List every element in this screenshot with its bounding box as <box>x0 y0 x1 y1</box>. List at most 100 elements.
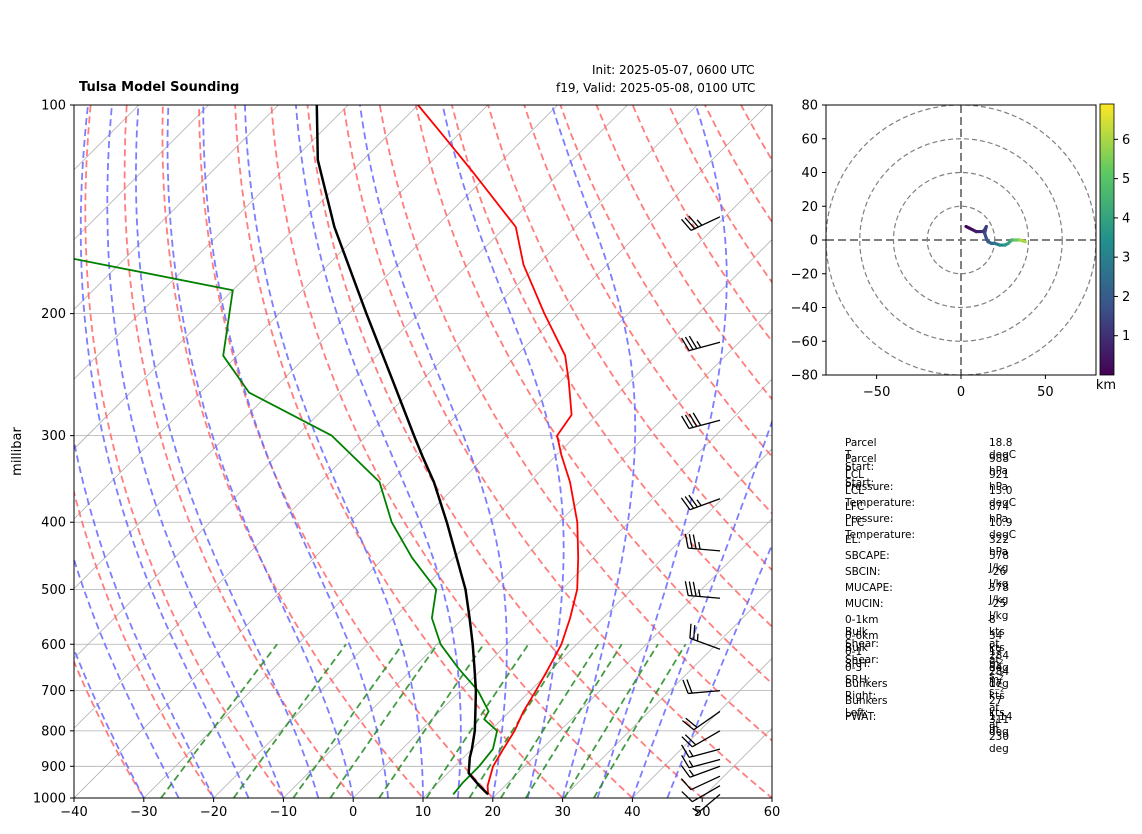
colorbar-tick-label: 2 <box>1122 290 1130 305</box>
x-tick-label: 10 <box>415 805 432 820</box>
temperature-line <box>417 105 580 795</box>
isotherm-line <box>562 588 772 798</box>
hodo-x-tick-label: −50 <box>863 385 890 400</box>
wind-barb <box>680 215 721 231</box>
dry-adiabat <box>74 488 215 798</box>
y-tick-label: 700 <box>41 684 66 699</box>
colorbar-tick-label: 1 <box>1122 329 1130 344</box>
stats-value: 34 m² s⁻² <box>989 662 1005 699</box>
stats-value: -25 J/kg <box>989 597 1009 622</box>
y-tick-label: 400 <box>41 516 66 531</box>
dry-adiabat <box>74 659 145 798</box>
hodo-y-tick-label: 40 <box>801 166 818 181</box>
stats-value: 34 kts at 284 deg <box>989 630 1010 691</box>
stats-value: 18.8 degC <box>989 437 1017 461</box>
stats-label: MUCIN: <box>845 597 884 610</box>
stats-value: 322 hPa <box>989 533 1010 558</box>
wind-barb <box>681 744 721 758</box>
wind-barb <box>681 730 721 748</box>
dry-adiabat <box>487 105 772 572</box>
stats-label: LCL Pressure: <box>845 469 894 494</box>
stats-label: SBCAPE: <box>845 549 890 562</box>
x-tick-label: −10 <box>270 805 297 820</box>
isotherm-line <box>74 105 558 590</box>
colorbar-label: km <box>1096 378 1116 393</box>
stats-value: 578 J/kg <box>989 581 1010 606</box>
hodo-y-tick-label: −40 <box>791 301 818 316</box>
x-tick-label: 40 <box>624 805 641 820</box>
stats-label: SBCIN: <box>845 565 881 578</box>
y-tick-label: 600 <box>41 638 66 653</box>
mixing-ratio-line <box>160 643 278 798</box>
mixing-ratio-line <box>563 643 659 798</box>
moist-adiabat <box>551 105 637 798</box>
hodo-y-tick-label: 0 <box>810 234 818 249</box>
hodo-x-tick-label: 50 <box>1037 385 1054 400</box>
x-tick-label: 20 <box>485 805 502 820</box>
mixing-ratio-line <box>329 643 439 798</box>
stats-value: 578 J/kg <box>989 549 1010 574</box>
wind-barb <box>684 533 721 552</box>
stats-value: 13.0 degC <box>989 485 1017 510</box>
isotherm-line <box>422 448 772 798</box>
stats-value: 10.9 degC <box>989 517 1017 542</box>
dry-adiabat <box>234 105 564 798</box>
skewt-plot-area <box>74 105 772 798</box>
mixing-ratio-line <box>292 643 404 798</box>
moist-adiabat <box>441 105 565 798</box>
colorbar-tick-label: 5 <box>1122 172 1130 187</box>
parcel-line <box>315 105 489 796</box>
dewpoint-line <box>74 257 499 795</box>
isotherm-line <box>74 105 628 659</box>
wind-barb <box>692 793 721 816</box>
hodograph-ring <box>859 138 1063 342</box>
isotherm-line <box>74 105 419 450</box>
moist-adiabat <box>79 105 250 798</box>
y-tick-label: 900 <box>41 760 66 775</box>
mixing-ratio-line <box>468 643 570 798</box>
wind-barb <box>680 765 721 778</box>
stats-value: 988 hPa <box>989 453 1010 478</box>
dry-adiabat <box>306 105 704 798</box>
y-axis-label: millibar <box>10 427 25 476</box>
stats-label: EL: <box>845 533 862 546</box>
moist-adiabat <box>74 556 180 798</box>
dry-adiabat <box>270 105 634 798</box>
wind-barb <box>681 785 721 803</box>
y-tick-label: 1000 <box>33 792 66 807</box>
mixing-ratio-line <box>425 643 530 798</box>
stats-value: 17 kts at 311 deg <box>989 678 1010 739</box>
hodo-y-tick-label: −80 <box>791 369 818 384</box>
y-tick-label: 300 <box>41 429 66 444</box>
stats-value: 17 m² s⁻² <box>989 646 1005 683</box>
isotherm-line <box>143 169 772 798</box>
dry-adiabat <box>198 105 495 798</box>
chart-title: Tulsa Model Sounding <box>79 80 240 95</box>
hodo-y-tick-label: −60 <box>791 335 818 350</box>
stats-value: 8 kts at 284 deg <box>989 614 1010 675</box>
hodo-y-tick-label: 60 <box>801 132 818 147</box>
stats-value: -26 J/kg <box>989 565 1009 590</box>
stats-value: 27 kts at 230 deg <box>989 694 1010 755</box>
stats-label: LCL Temperature: <box>845 485 916 510</box>
stats-label: Parcel T Start: <box>845 437 877 473</box>
stats-label: 0-1 SRH: <box>845 646 871 671</box>
isotherm-line <box>352 378 772 798</box>
isotherm-line <box>74 105 489 520</box>
wind-barb <box>682 710 721 731</box>
hodograph-plot-area <box>826 105 1096 375</box>
stats-value: 921 hPa <box>989 469 1010 494</box>
dry-adiabat <box>123 105 355 798</box>
dry-adiabat <box>84 105 285 798</box>
isotherm-line <box>74 105 349 380</box>
dry-adiabat <box>559 105 772 458</box>
colorbar <box>1099 103 1115 376</box>
wind-barb <box>684 581 721 599</box>
mixing-ratio-line <box>232 643 347 798</box>
x-tick-label: 0 <box>349 805 357 820</box>
stats-label: PWAT: <box>845 710 877 723</box>
x-tick-label: −20 <box>200 805 227 820</box>
x-tick-label: 50 <box>694 805 711 820</box>
init-time: Init: 2025-05-07, 0600 UTC <box>592 63 755 77</box>
